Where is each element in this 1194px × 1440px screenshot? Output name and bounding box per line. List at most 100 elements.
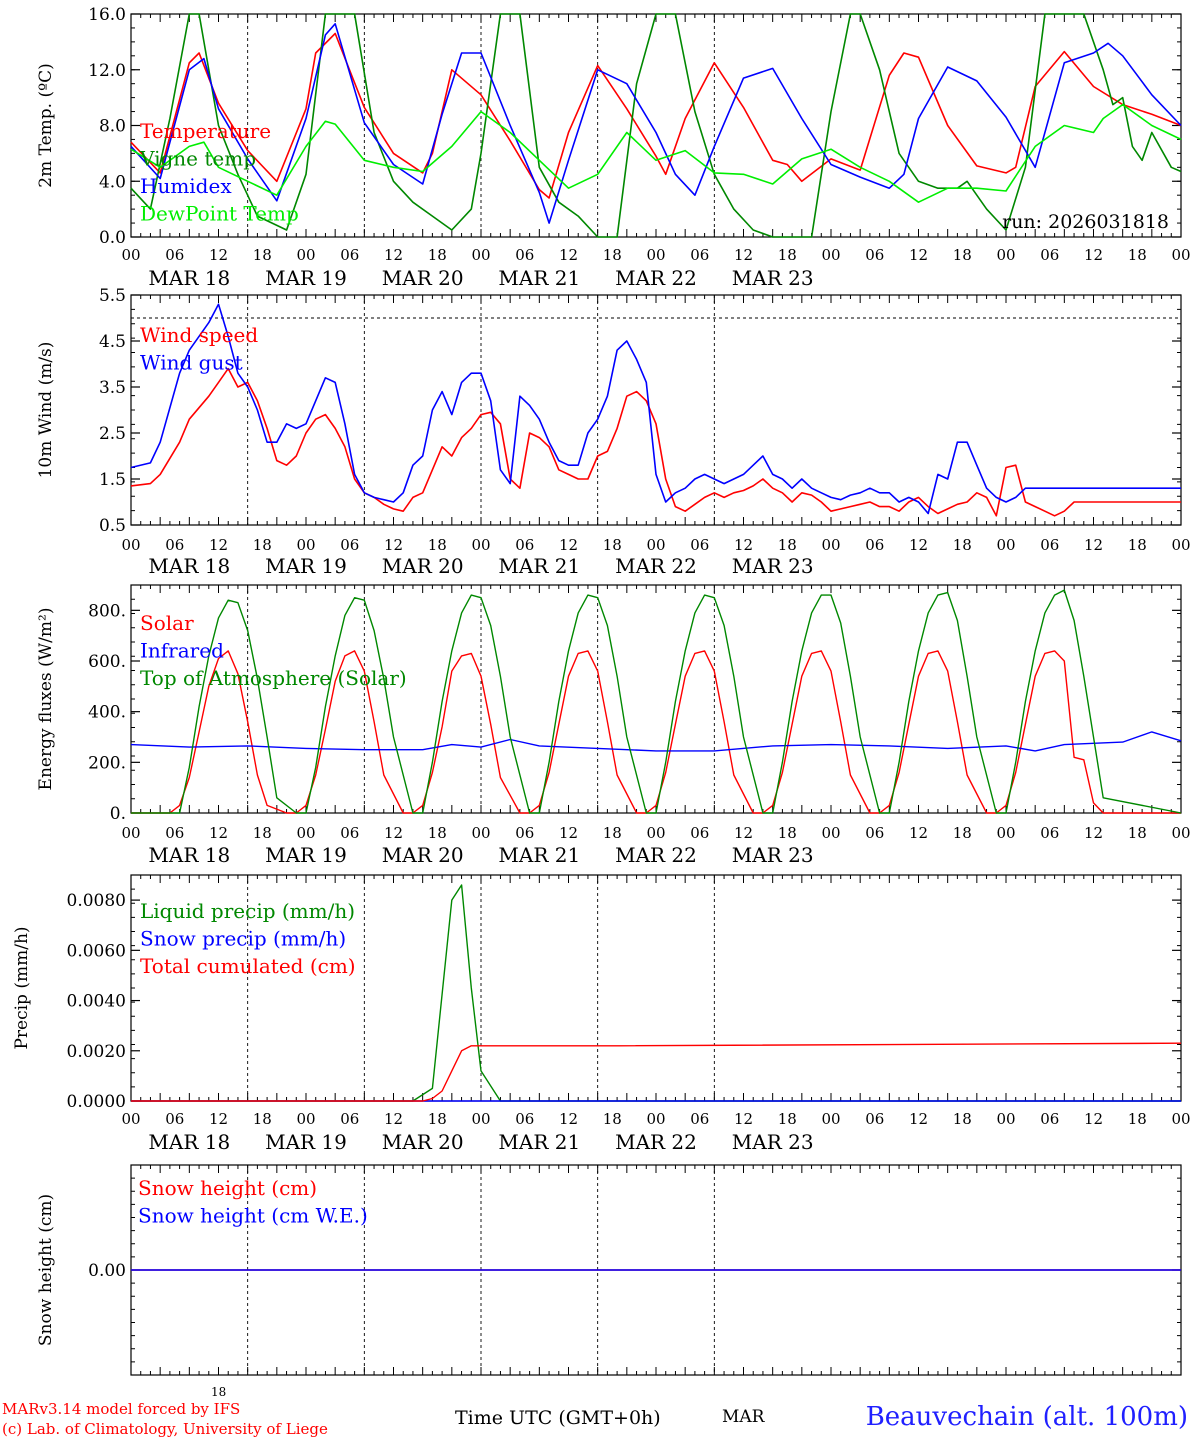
x-tick-label: 12 xyxy=(559,824,578,842)
x-tick-label: 18 xyxy=(953,824,972,842)
legend-entry: Snow height (cm W.E.) xyxy=(138,1204,368,1228)
y-tick-label: 0.0000 xyxy=(67,1092,126,1112)
x-tick-label: 18 xyxy=(778,824,797,842)
y-tick-label: 0.0020 xyxy=(67,1042,126,1062)
day-label: MAR 20 xyxy=(382,266,464,290)
legend-entry: Wind speed xyxy=(140,323,258,347)
x-tick-label: 12 xyxy=(559,246,578,264)
day-label: MAR 23 xyxy=(732,266,814,290)
series-line-liquid-precip-mm-h xyxy=(131,884,1181,1102)
x-tick-label: 00 xyxy=(296,536,315,554)
x-tick-label: 12 xyxy=(1084,1110,1103,1128)
y-axis-label: Energy fluxes (W/m²) xyxy=(36,608,56,791)
x-tick-label: 00 xyxy=(821,824,840,842)
x-tick-label: 06 xyxy=(690,1110,709,1128)
x-tick-label: 06 xyxy=(1040,1110,1059,1128)
x-tick-label: 12 xyxy=(734,824,753,842)
legend-entry: Total cumulated (cm) xyxy=(140,954,356,978)
x-tick-label: 00 xyxy=(471,1110,490,1128)
x-tick-label: 06 xyxy=(165,824,184,842)
day-label: MAR 20 xyxy=(382,1130,464,1154)
month-label: MAR xyxy=(722,1407,765,1427)
x-tick-label: 00 xyxy=(996,246,1015,264)
x-tick-label: 18 xyxy=(953,246,972,264)
day-label: MAR 19 xyxy=(265,266,347,290)
x-tick-label: 12 xyxy=(384,536,403,554)
x-tick-label: 12 xyxy=(384,1110,403,1128)
y-tick-label: 3.5 xyxy=(99,378,126,398)
day-label: MAR 19 xyxy=(265,843,347,867)
x-tick-label: 00 xyxy=(646,824,665,842)
x-tick-label: 06 xyxy=(690,824,709,842)
x-tick-label: 00 xyxy=(821,1110,840,1128)
x-tick-label: 12 xyxy=(734,536,753,554)
day-label: MAR 19 xyxy=(265,1130,347,1154)
x-tick-label: 18 xyxy=(778,1110,797,1128)
x-tick-label: 12 xyxy=(909,824,928,842)
x-tick-label: 06 xyxy=(1040,824,1059,842)
y-tick-label: 4.5 xyxy=(99,332,126,352)
x-tick-label: 12 xyxy=(734,246,753,264)
x-tick-label: 18 xyxy=(603,1110,622,1128)
x-tick-label: 12 xyxy=(384,824,403,842)
y-axis-label: Precip (mm/h) xyxy=(12,926,32,1049)
x-tick-label: 00 xyxy=(471,246,490,264)
legend-entry: Snow precip (mm/h) xyxy=(140,927,346,951)
day-label: MAR 18 xyxy=(148,843,230,867)
legend-entry: Infrared xyxy=(140,639,224,663)
x-tick-label: 06 xyxy=(515,1110,534,1128)
x-tick-label: 00 xyxy=(646,536,665,554)
day-label: MAR 23 xyxy=(732,1130,814,1154)
series-line-wind-speed xyxy=(130,367,1181,517)
day-label: MAR 22 xyxy=(615,266,697,290)
y-tick-label: 0.0040 xyxy=(67,992,126,1012)
day-label: MAR 23 xyxy=(732,843,814,867)
x-tick-label: 18 xyxy=(1128,246,1147,264)
x-tick-label: 12 xyxy=(1084,246,1103,264)
day-label: MAR 23 xyxy=(732,554,814,578)
series-line-top-of-atmosphere-solar xyxy=(131,589,1182,814)
x-tick-label: 06 xyxy=(340,1110,359,1128)
x-tick-label: 18 xyxy=(603,824,622,842)
x-tick-label: 06 xyxy=(515,246,534,264)
x-tick-label: 12 xyxy=(209,1110,228,1128)
x-tick-label: 00 xyxy=(1171,824,1190,842)
x-tick-label: 18 xyxy=(253,536,272,554)
series-line-vigne-temp xyxy=(130,13,1182,238)
x-tick-label: 00 xyxy=(646,246,665,264)
y-tick-label: 5.5 xyxy=(99,286,126,306)
series-line-total-cumulated-cm xyxy=(131,1042,1182,1102)
x-tick-label: 00 xyxy=(1171,536,1190,554)
x-tick-label: 06 xyxy=(690,536,709,554)
x-tick-label: 18 xyxy=(1128,536,1147,554)
y-tick-label: 0.0080 xyxy=(67,891,126,911)
legend-entry: Solar xyxy=(140,611,194,635)
legend-entry: Liquid precip (mm/h) xyxy=(140,899,355,923)
x-tick-label: 18 xyxy=(253,246,272,264)
y-tick-label: 400. xyxy=(88,703,126,723)
day-label: MAR 18 xyxy=(148,266,230,290)
day-label: MAR 21 xyxy=(498,843,580,867)
x-tick-label: 00 xyxy=(821,246,840,264)
y-axis-label: 2m Temp. (ºC) xyxy=(36,63,56,188)
day-label: MAR 20 xyxy=(382,554,464,578)
day-label: MAR 22 xyxy=(615,554,697,578)
x-tick-label: 12 xyxy=(1084,536,1103,554)
legend-entry: Vigne temp xyxy=(139,147,256,171)
model-credit: MARv3.14 model forced by IFS xyxy=(2,1400,241,1418)
chart-panel-4: 0.0000 0.0020 0.0040 0.0060 0.0080 Precip (mm… xyxy=(12,874,1191,1154)
x-tick-label: 18 xyxy=(603,246,622,264)
y-tick-label: 12.0 xyxy=(88,61,126,81)
x-tick-label: 00 xyxy=(471,824,490,842)
series-line-humidex xyxy=(130,22,1182,224)
y-tick-label: 16.0 xyxy=(88,5,126,25)
chart-panel-3: 0. 200. 400. 600. 800. Energy fluxes (W/m²) So… xyxy=(36,584,1191,867)
chart-panel-1: 0.0 4.0 8.0 12.0 16.0 2m Temp. (ºC) Temperatur… xyxy=(36,5,1191,290)
x-tick-label: 18 xyxy=(778,536,797,554)
legend-entry: Top of Atmosphere (Solar) xyxy=(140,666,407,690)
x-tick-label: 00 xyxy=(296,824,315,842)
x-tick-label: 12 xyxy=(909,246,928,264)
x-tick-label: 00 xyxy=(821,536,840,554)
x-tick-label: 00 xyxy=(1171,246,1190,264)
x-tick-label: 00 xyxy=(121,246,140,264)
